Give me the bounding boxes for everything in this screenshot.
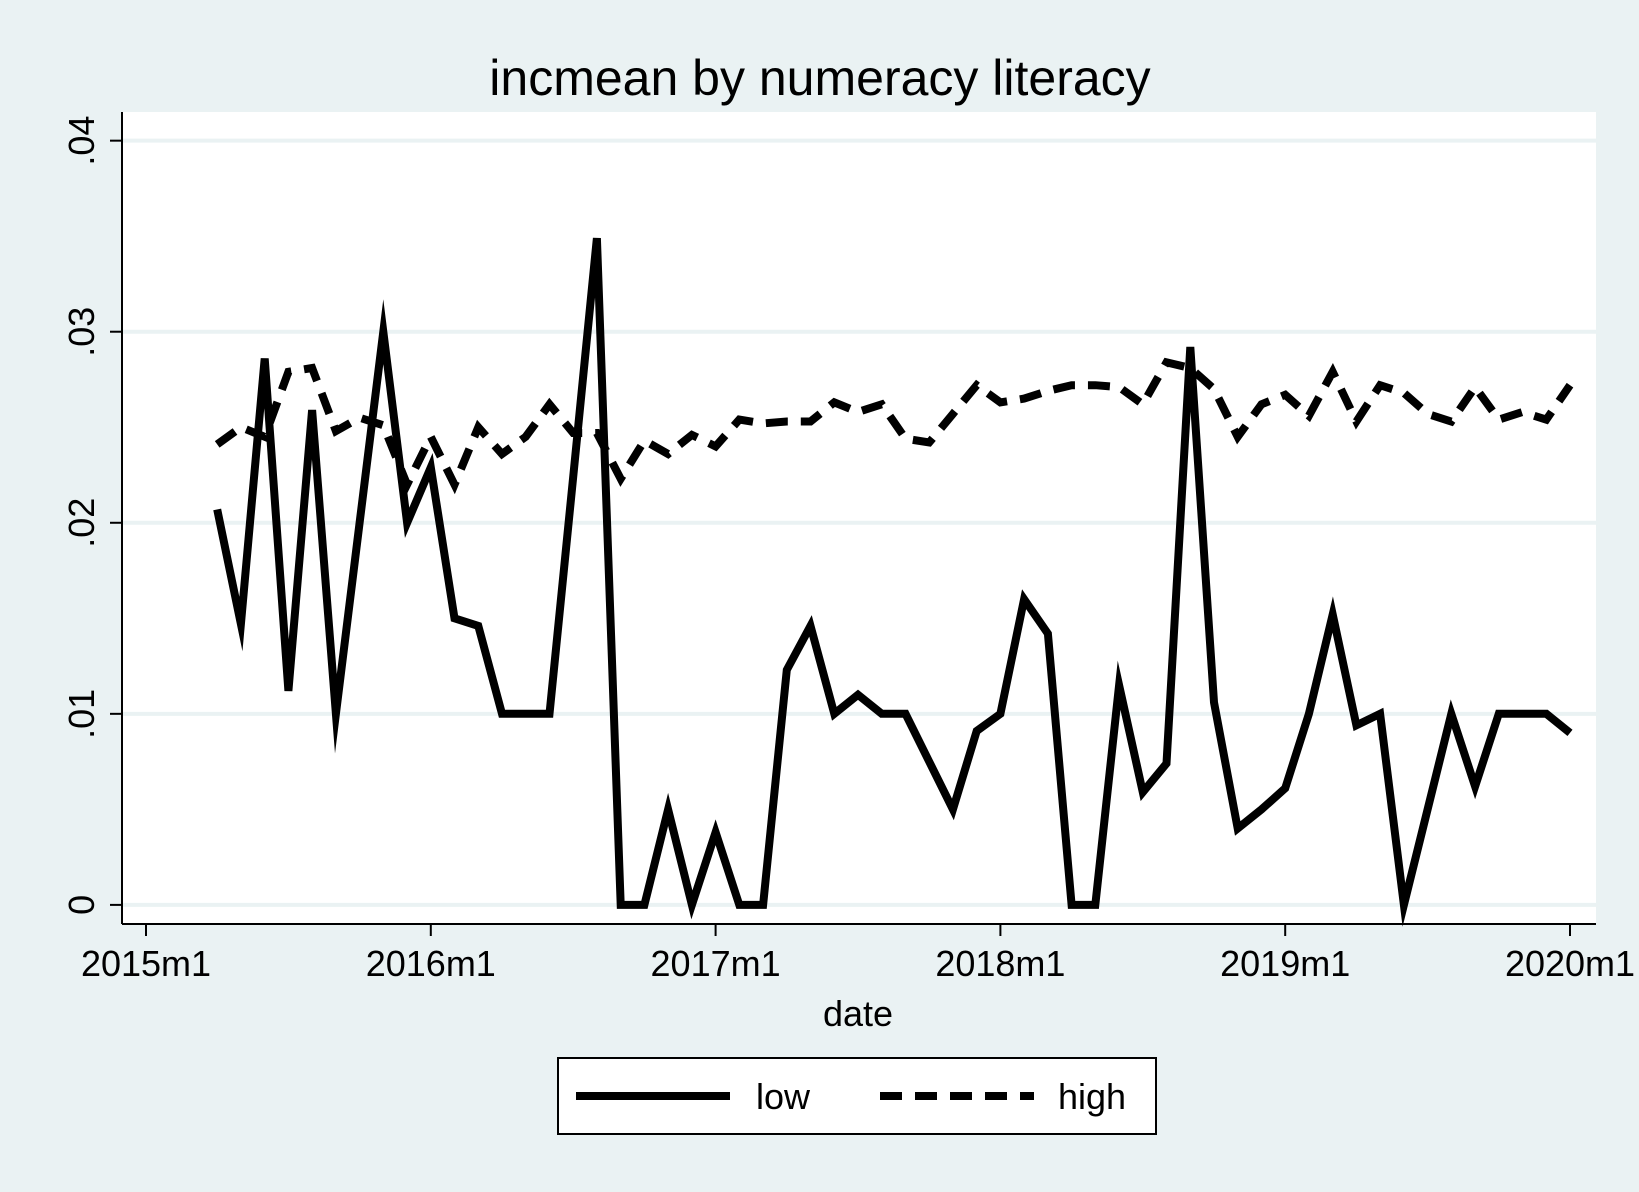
legend-label-high: high	[1058, 1076, 1126, 1117]
series-line-low	[213, 237, 1573, 927]
chart-title: incmean by numeracy literacy	[489, 50, 1150, 106]
x-tick-label: 2018m1	[935, 943, 1065, 984]
y-tick-label: .03	[61, 307, 102, 357]
x-tick-label: 2019m1	[1220, 943, 1350, 984]
plot-area	[122, 112, 1596, 924]
y-tick-label: .01	[61, 689, 102, 739]
legend-label-low: low	[756, 1076, 811, 1117]
y-tick-label: .04	[61, 116, 102, 166]
series-line-high	[214, 357, 1574, 495]
series-layer	[213, 237, 1574, 927]
y-tick-label: 0	[61, 895, 102, 915]
x-ticks: 2015m1 2016m1 2017m1 2018m1 2019m1 2020m1	[81, 924, 1635, 984]
legend: low high	[557, 1057, 1157, 1135]
x-tick-label: 2017m1	[651, 943, 781, 984]
gridlines	[122, 138, 1596, 907]
y-tick-label: .02	[61, 498, 102, 548]
x-tick-label: 2016m1	[366, 943, 496, 984]
x-tick-label: 2020m1	[1505, 943, 1635, 984]
x-tick-label: 2015m1	[81, 943, 211, 984]
y-ticks: 0 .01 .02 .03 .04	[61, 116, 122, 915]
x-axis-title: date	[823, 993, 893, 1034]
